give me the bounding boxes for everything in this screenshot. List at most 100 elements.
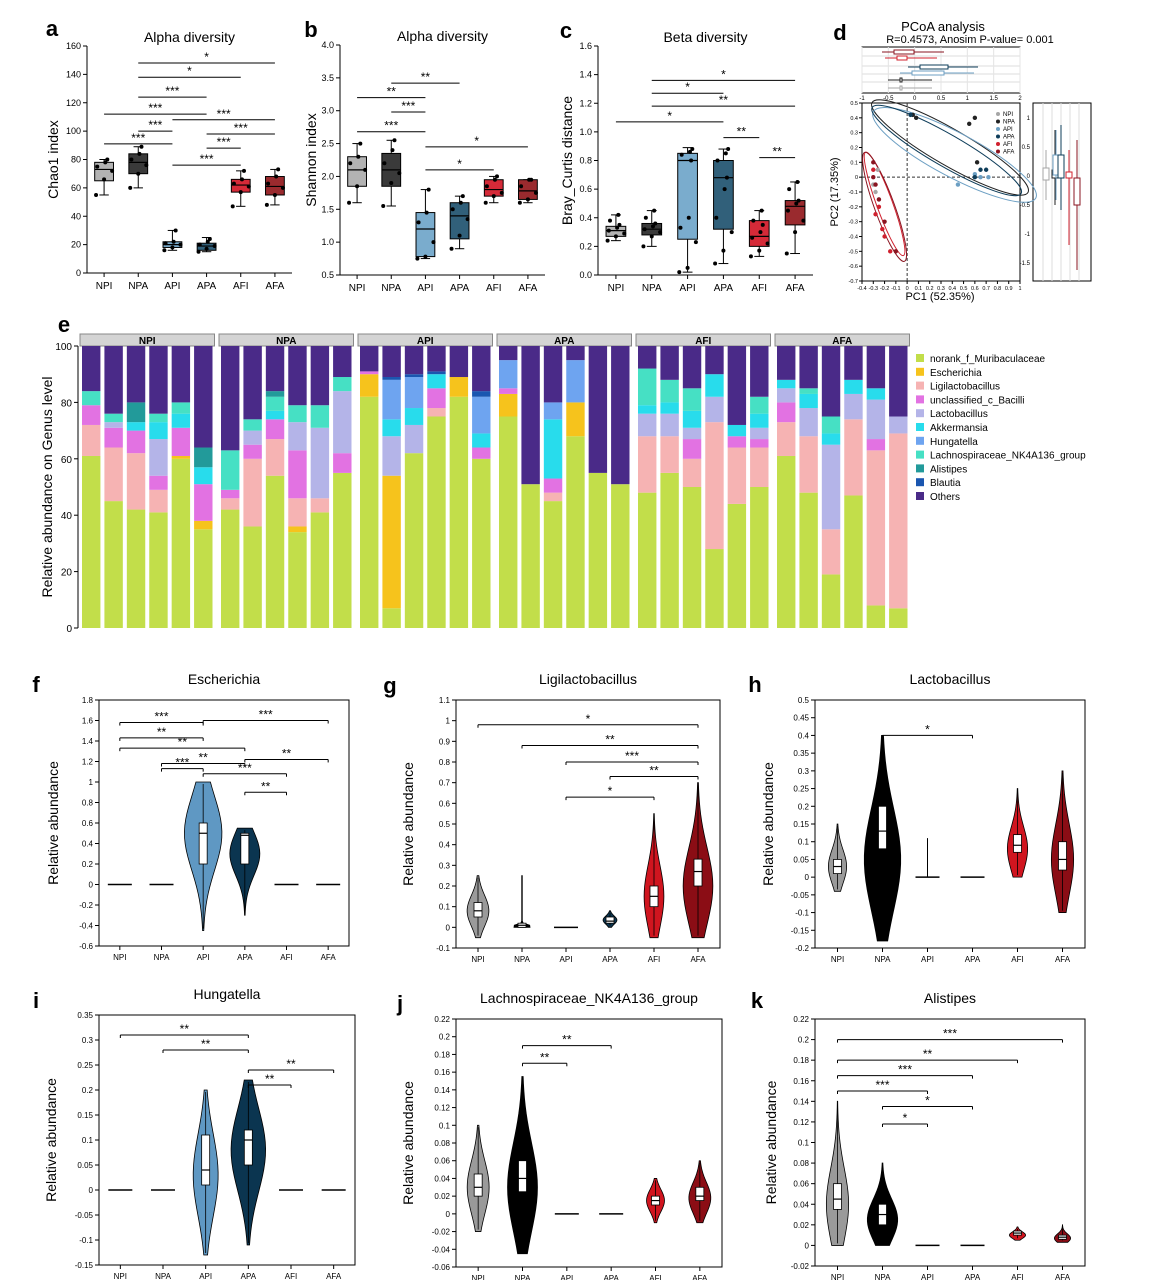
bar-segment	[265, 396, 285, 411]
panel-letter: f	[32, 672, 40, 697]
point-API	[978, 174, 983, 180]
y-tick-label: 0.45	[793, 714, 809, 723]
legend-marker-NPA	[996, 119, 1000, 124]
bar-segment	[221, 489, 240, 499]
data-point	[173, 228, 178, 233]
data-point	[608, 218, 613, 223]
x-tick-label: AFA	[786, 283, 805, 294]
violin-box	[693, 858, 703, 887]
y-tick-label: 1.2	[579, 98, 592, 108]
y-tick-label: 1.6	[82, 717, 94, 726]
bar-segment	[288, 526, 307, 533]
y-tick-label: 0.15	[793, 820, 809, 829]
legend-swatch	[916, 409, 924, 418]
y-axis-label: Relative abundance	[43, 1078, 59, 1202]
data-point	[690, 147, 695, 152]
panel-subtitle: R=0.4573, Anosim P-value= 0.001	[886, 34, 1054, 46]
y-tick-label: 0.2	[82, 860, 94, 869]
y-tick-label: -0.2	[79, 901, 93, 910]
point-APA	[978, 167, 983, 172]
data-point	[355, 184, 360, 189]
data-point	[110, 168, 115, 173]
bar-segment	[149, 475, 168, 490]
x-tick-label: 0.9	[1005, 286, 1013, 292]
data-point	[264, 202, 269, 207]
data-point	[230, 204, 235, 209]
bar-segment	[866, 439, 886, 451]
x-tick-label: API	[921, 955, 934, 964]
bar-segment	[777, 388, 796, 403]
x-tick-label: AFI	[280, 953, 292, 962]
bar-segment	[682, 427, 702, 440]
legend-label: Lactobacillus	[930, 409, 988, 420]
y-axis-label: Relative abundance	[760, 762, 776, 886]
data-point	[103, 160, 108, 165]
facet-label: NPA	[276, 336, 296, 347]
bar-segment	[727, 447, 747, 504]
bar-segment	[543, 501, 563, 628]
y-tick-label: 0.1	[798, 838, 810, 847]
data-point	[794, 201, 799, 206]
x-tick-label: 0	[906, 286, 909, 292]
bar-segment	[705, 549, 724, 628]
y-tick-label: 0	[446, 1210, 451, 1219]
bar-segment	[866, 346, 886, 389]
x-axis-label: PC1 (52.35%)	[905, 291, 974, 303]
y-tick-label: 0.08	[793, 1159, 809, 1168]
data-point	[765, 241, 770, 246]
data-point	[723, 151, 728, 156]
x-tick-label: API	[197, 953, 210, 962]
box-NPI	[347, 156, 367, 187]
bar-segment	[126, 453, 146, 510]
bar-segment	[705, 396, 724, 423]
y-axis-label: Shannon index	[303, 113, 319, 206]
bar-segment	[310, 498, 330, 513]
bar-segment	[104, 346, 123, 414]
bar-segment	[404, 453, 424, 628]
y-tick-label: -0.05	[791, 891, 810, 900]
y-tick-label: 0	[855, 175, 858, 181]
legend-swatch	[916, 492, 924, 500]
y-tick-label: 2.5	[321, 139, 334, 149]
bar-segment	[727, 436, 747, 448]
panel-letter: g	[383, 673, 396, 698]
x-tick-label: 0.5	[960, 286, 968, 292]
y-tick-label: -0.1	[436, 944, 450, 953]
y-tick-label: 0.7	[439, 779, 451, 788]
bar-segment	[288, 450, 307, 499]
data-point	[760, 222, 765, 227]
x-tick-label: 0.2	[926, 286, 934, 292]
bar-segment	[682, 388, 702, 411]
data-point	[517, 200, 522, 205]
violin-box	[833, 1183, 842, 1210]
data-point	[785, 208, 790, 213]
data-point	[280, 185, 285, 190]
panel-title: PCoA analysis	[901, 19, 985, 34]
facet-label: AFA	[832, 336, 852, 347]
bar-segment	[727, 503, 747, 628]
bar-segment	[333, 346, 352, 378]
x-tick-label: NPI	[471, 1274, 484, 1280]
data-point	[613, 234, 618, 239]
facet-header	[79, 333, 215, 347]
bar-segment	[427, 416, 446, 628]
data-point	[642, 227, 647, 232]
x-tick-label: API	[560, 1274, 573, 1280]
bar-segment	[126, 346, 146, 403]
right-tick-label: -0.5	[1020, 203, 1031, 209]
point-NPA	[913, 115, 919, 121]
data-point	[95, 164, 100, 169]
panel-letter: e	[58, 312, 70, 337]
bar-segment	[638, 405, 657, 414]
facet-header	[635, 333, 771, 347]
bar-segment	[360, 374, 379, 397]
data-point	[241, 168, 246, 173]
bar-segment	[194, 484, 213, 521]
data-point	[491, 194, 496, 199]
bar-segment	[288, 498, 307, 527]
y-tick-label: 0.1	[82, 1136, 94, 1145]
bar-segment	[104, 447, 123, 502]
bar-segment	[171, 413, 191, 428]
panel-title: Lachnospiraceae_NK4A136_group	[480, 990, 698, 1006]
y-tick-label: 2.0	[321, 171, 334, 181]
